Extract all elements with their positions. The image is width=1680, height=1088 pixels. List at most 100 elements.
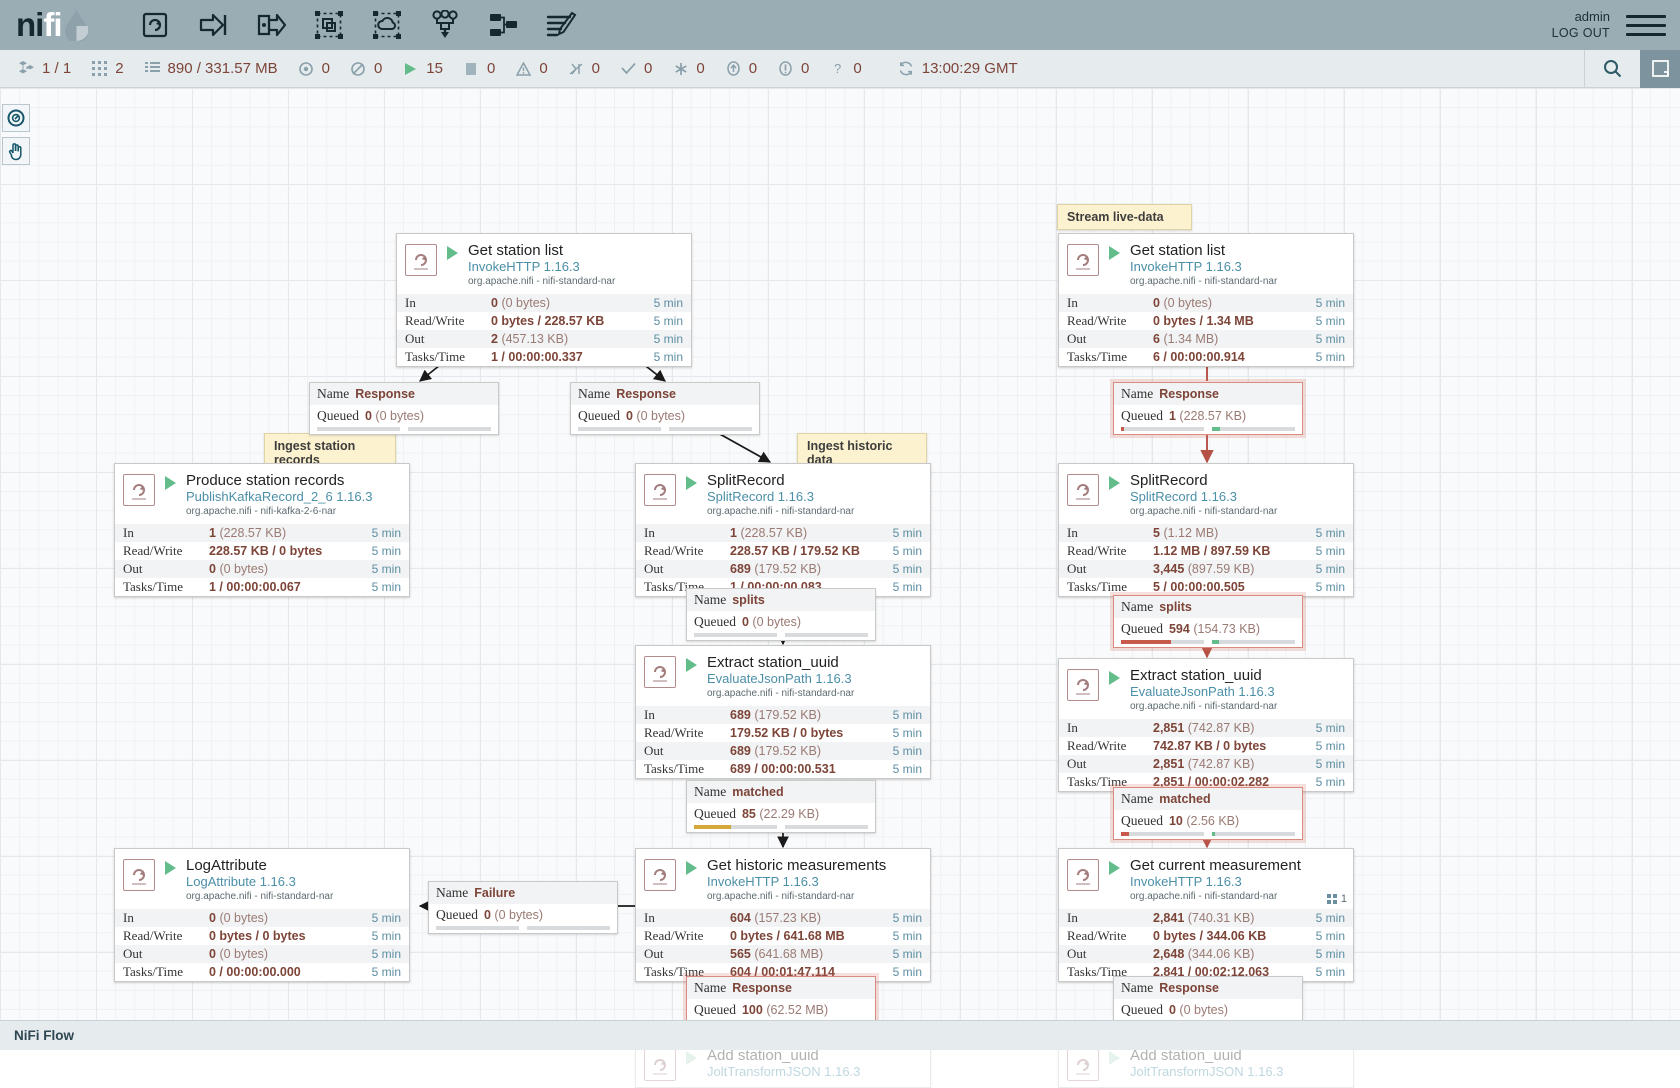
- proc-produce-station-records[interactable]: Produce station records PublishKafkaReco…: [114, 463, 410, 597]
- conn-splits-live[interactable]: Name splits Queued 594 (154.73 KB): [1113, 595, 1303, 648]
- conn-response-to-produce[interactable]: Name Response Queued 0 (0 bytes): [309, 382, 499, 435]
- cubes-icon: [18, 60, 35, 77]
- stat-value-bold: 1: [209, 526, 216, 540]
- conn-matched-live[interactable]: Name matched Queued 10 (2.56 KB): [1113, 787, 1303, 840]
- funnel-icon[interactable]: [428, 8, 462, 42]
- process-group-icon[interactable]: [312, 8, 346, 42]
- flow-canvas[interactable]: Stream live-data Ingest station records …: [0, 88, 1680, 1050]
- proc-logattribute[interactable]: LogAttribute LogAttribute 1.16.3 org.apa…: [114, 848, 410, 982]
- logout-link[interactable]: LOG OUT: [1552, 25, 1610, 42]
- compass-icon[interactable]: [2, 104, 30, 132]
- remote-process-group-icon[interactable]: [370, 8, 404, 42]
- stat-row: Out 0 (0 bytes) 5 min: [115, 560, 409, 578]
- run-status-icon: [686, 861, 697, 875]
- status-last-refresh: 13:00:29 GMT: [898, 60, 1018, 77]
- conn-response-to-splitrecord-historic[interactable]: Name Response Queued 0 (0 bytes): [570, 382, 760, 435]
- search-icon[interactable]: [1584, 50, 1640, 88]
- conn-matched-historic[interactable]: Name matched Queued 85 (22.29 KB): [686, 780, 876, 833]
- connection-name-label: Name: [1121, 598, 1153, 615]
- conn-splits-historic[interactable]: Name splits Queued 0 (0 bytes): [686, 588, 876, 641]
- proc-get-current-measurement[interactable]: 1 Get current measurement InvokeHTTP 1.1…: [1058, 848, 1354, 982]
- processor-bundle: org.apache.nifi - nifi-standard-nar: [1130, 700, 1277, 713]
- label-stream-live-data[interactable]: Stream live-data: [1057, 204, 1192, 230]
- connection-name-label: Name: [1121, 790, 1153, 807]
- stat-value-bold: 0: [209, 947, 216, 961]
- proc-splitrecord-historic[interactable]: SplitRecord SplitRecord 1.16.3 org.apach…: [635, 463, 931, 597]
- queued-size: (22.29 KB): [759, 807, 819, 821]
- template-icon[interactable]: [486, 8, 520, 42]
- proc-get-station-list-historic[interactable]: Get station list InvokeHTTP 1.16.3 org.a…: [396, 233, 692, 367]
- output-port-icon[interactable]: [254, 8, 288, 42]
- stat-value-bold: 2,648: [1153, 947, 1184, 961]
- breadcrumb[interactable]: NiFi Flow: [14, 1028, 74, 1043]
- stat-row: Read/Write 0 bytes / 0 bytes 5 min: [115, 927, 409, 945]
- queue-count-bar: [1121, 427, 1204, 431]
- label-icon[interactable]: [544, 8, 578, 42]
- connection-name-row: Name Failure: [429, 882, 617, 904]
- stat-row: Out 2,851 (742.87 KB) 5 min: [1059, 755, 1353, 773]
- queue-size-bar: [527, 926, 610, 930]
- proc-extract-station-uuid-live[interactable]: Extract station_uuid EvaluateJsonPath 1.…: [1058, 658, 1354, 792]
- processor-icon[interactable]: [138, 8, 172, 42]
- proc-splitrecord-live[interactable]: SplitRecord SplitRecord 1.16.3 org.apach…: [1058, 463, 1354, 597]
- proc-get-station-list-live[interactable]: Get station list InvokeHTTP 1.16.3 org.a…: [1058, 233, 1354, 367]
- queued-size: (0 bytes): [375, 409, 424, 423]
- stat-timeframe: 5 min: [893, 743, 922, 759]
- bulletin-badge[interactable]: 1: [1327, 893, 1347, 905]
- hand-icon[interactable]: [2, 137, 30, 165]
- stat-label: In: [644, 525, 730, 541]
- stat-value: 0 bytes / 344.06 KB: [1153, 928, 1266, 944]
- stat-timeframe: 5 min: [1316, 928, 1345, 944]
- logo-text-fi: fi: [43, 6, 61, 43]
- connection-queued-row: Queued 1 (228.57 KB): [1114, 405, 1302, 427]
- run-status-icon: [686, 658, 697, 672]
- processor-type: EvaluateJsonPath 1.16.3: [1130, 684, 1277, 700]
- queued-count: 1: [1169, 409, 1176, 423]
- connection-queued-value: 0 (0 bytes): [742, 614, 801, 631]
- stat-row: Tasks/Time 1 / 00:00:00.067 5 min: [115, 578, 409, 596]
- connection-name-row: Name Response: [571, 383, 759, 405]
- panel-icon[interactable]: [1640, 50, 1680, 88]
- stat-label: In: [1067, 525, 1153, 541]
- processor-titles: Get station list InvokeHTTP 1.16.3 org.a…: [1130, 242, 1277, 288]
- proc-get-historic-measurements[interactable]: Get historic measurements InvokeHTTP 1.1…: [635, 848, 931, 982]
- processor-stats: In 1 (228.57 KB) 5 min Read/Write 228.57…: [636, 524, 930, 596]
- stat-timeframe: 5 min: [893, 525, 922, 541]
- stat-timeframe: 5 min: [372, 964, 401, 980]
- connection-queued-value: 594 (154.73 KB): [1169, 621, 1260, 638]
- input-port-icon[interactable]: [196, 8, 230, 42]
- run-status-icon: [165, 861, 176, 875]
- stat-value: 3,445 (897.59 KB): [1153, 561, 1254, 577]
- processor-type: InvokeHTTP 1.16.3: [1130, 259, 1277, 275]
- stat-value-detail: (228.57 KB): [740, 526, 807, 540]
- refresh-icon[interactable]: [898, 60, 915, 77]
- processor-name: Get station list: [468, 242, 615, 259]
- connection-name-row: Name Response: [1114, 383, 1302, 405]
- processor-header: SplitRecord SplitRecord 1.16.3 org.apach…: [636, 464, 930, 524]
- stat-value-bold: 2,841: [1153, 911, 1184, 925]
- stat-row: In 0 (0 bytes) 5 min: [1059, 294, 1353, 312]
- connection-queued-value: 10 (2.56 KB): [1169, 813, 1239, 830]
- connection-queued-row: Queued 0 (0 bytes): [687, 611, 875, 633]
- processor-stats: In 2,851 (742.87 KB) 5 min Read/Write 74…: [1059, 719, 1353, 791]
- conn-response-to-splitrecord-live[interactable]: Name Response Queued 1 (228.57 KB): [1113, 382, 1303, 435]
- stat-row: In 2,841 (740.31 KB) 5 min: [1059, 909, 1353, 927]
- stat-value: 0 (0 bytes): [209, 946, 268, 962]
- stat-value: 2,851 (742.87 KB): [1153, 720, 1254, 736]
- processor-type: InvokeHTTP 1.16.3: [1130, 874, 1301, 890]
- bulletin-count: 1: [1341, 893, 1347, 905]
- conn-failure-to-logattribute[interactable]: Name Failure Queued 0 (0 bytes): [428, 881, 618, 934]
- connection-queued-row: Queued 0 (0 bytes): [429, 904, 617, 926]
- stat-label: In: [1067, 910, 1153, 926]
- stat-value: 604 (157.23 KB): [730, 910, 821, 926]
- connection-queued-label: Queued: [1121, 407, 1163, 424]
- processor-titles: Extract station_uuid EvaluateJsonPath 1.…: [707, 654, 854, 700]
- queue-count-bar: [436, 926, 519, 930]
- queued-count: 0: [1169, 1003, 1176, 1017]
- stat-row: Out 3,445 (897.59 KB) 5 min: [1059, 560, 1353, 578]
- processor-icon: [1067, 669, 1099, 701]
- stat-label: In: [405, 295, 491, 311]
- hamburger-menu-icon[interactable]: [1626, 9, 1666, 42]
- queued-size: (2.56 KB): [1186, 814, 1239, 828]
- proc-extract-station-uuid-historic[interactable]: Extract station_uuid EvaluateJsonPath 1.…: [635, 645, 931, 779]
